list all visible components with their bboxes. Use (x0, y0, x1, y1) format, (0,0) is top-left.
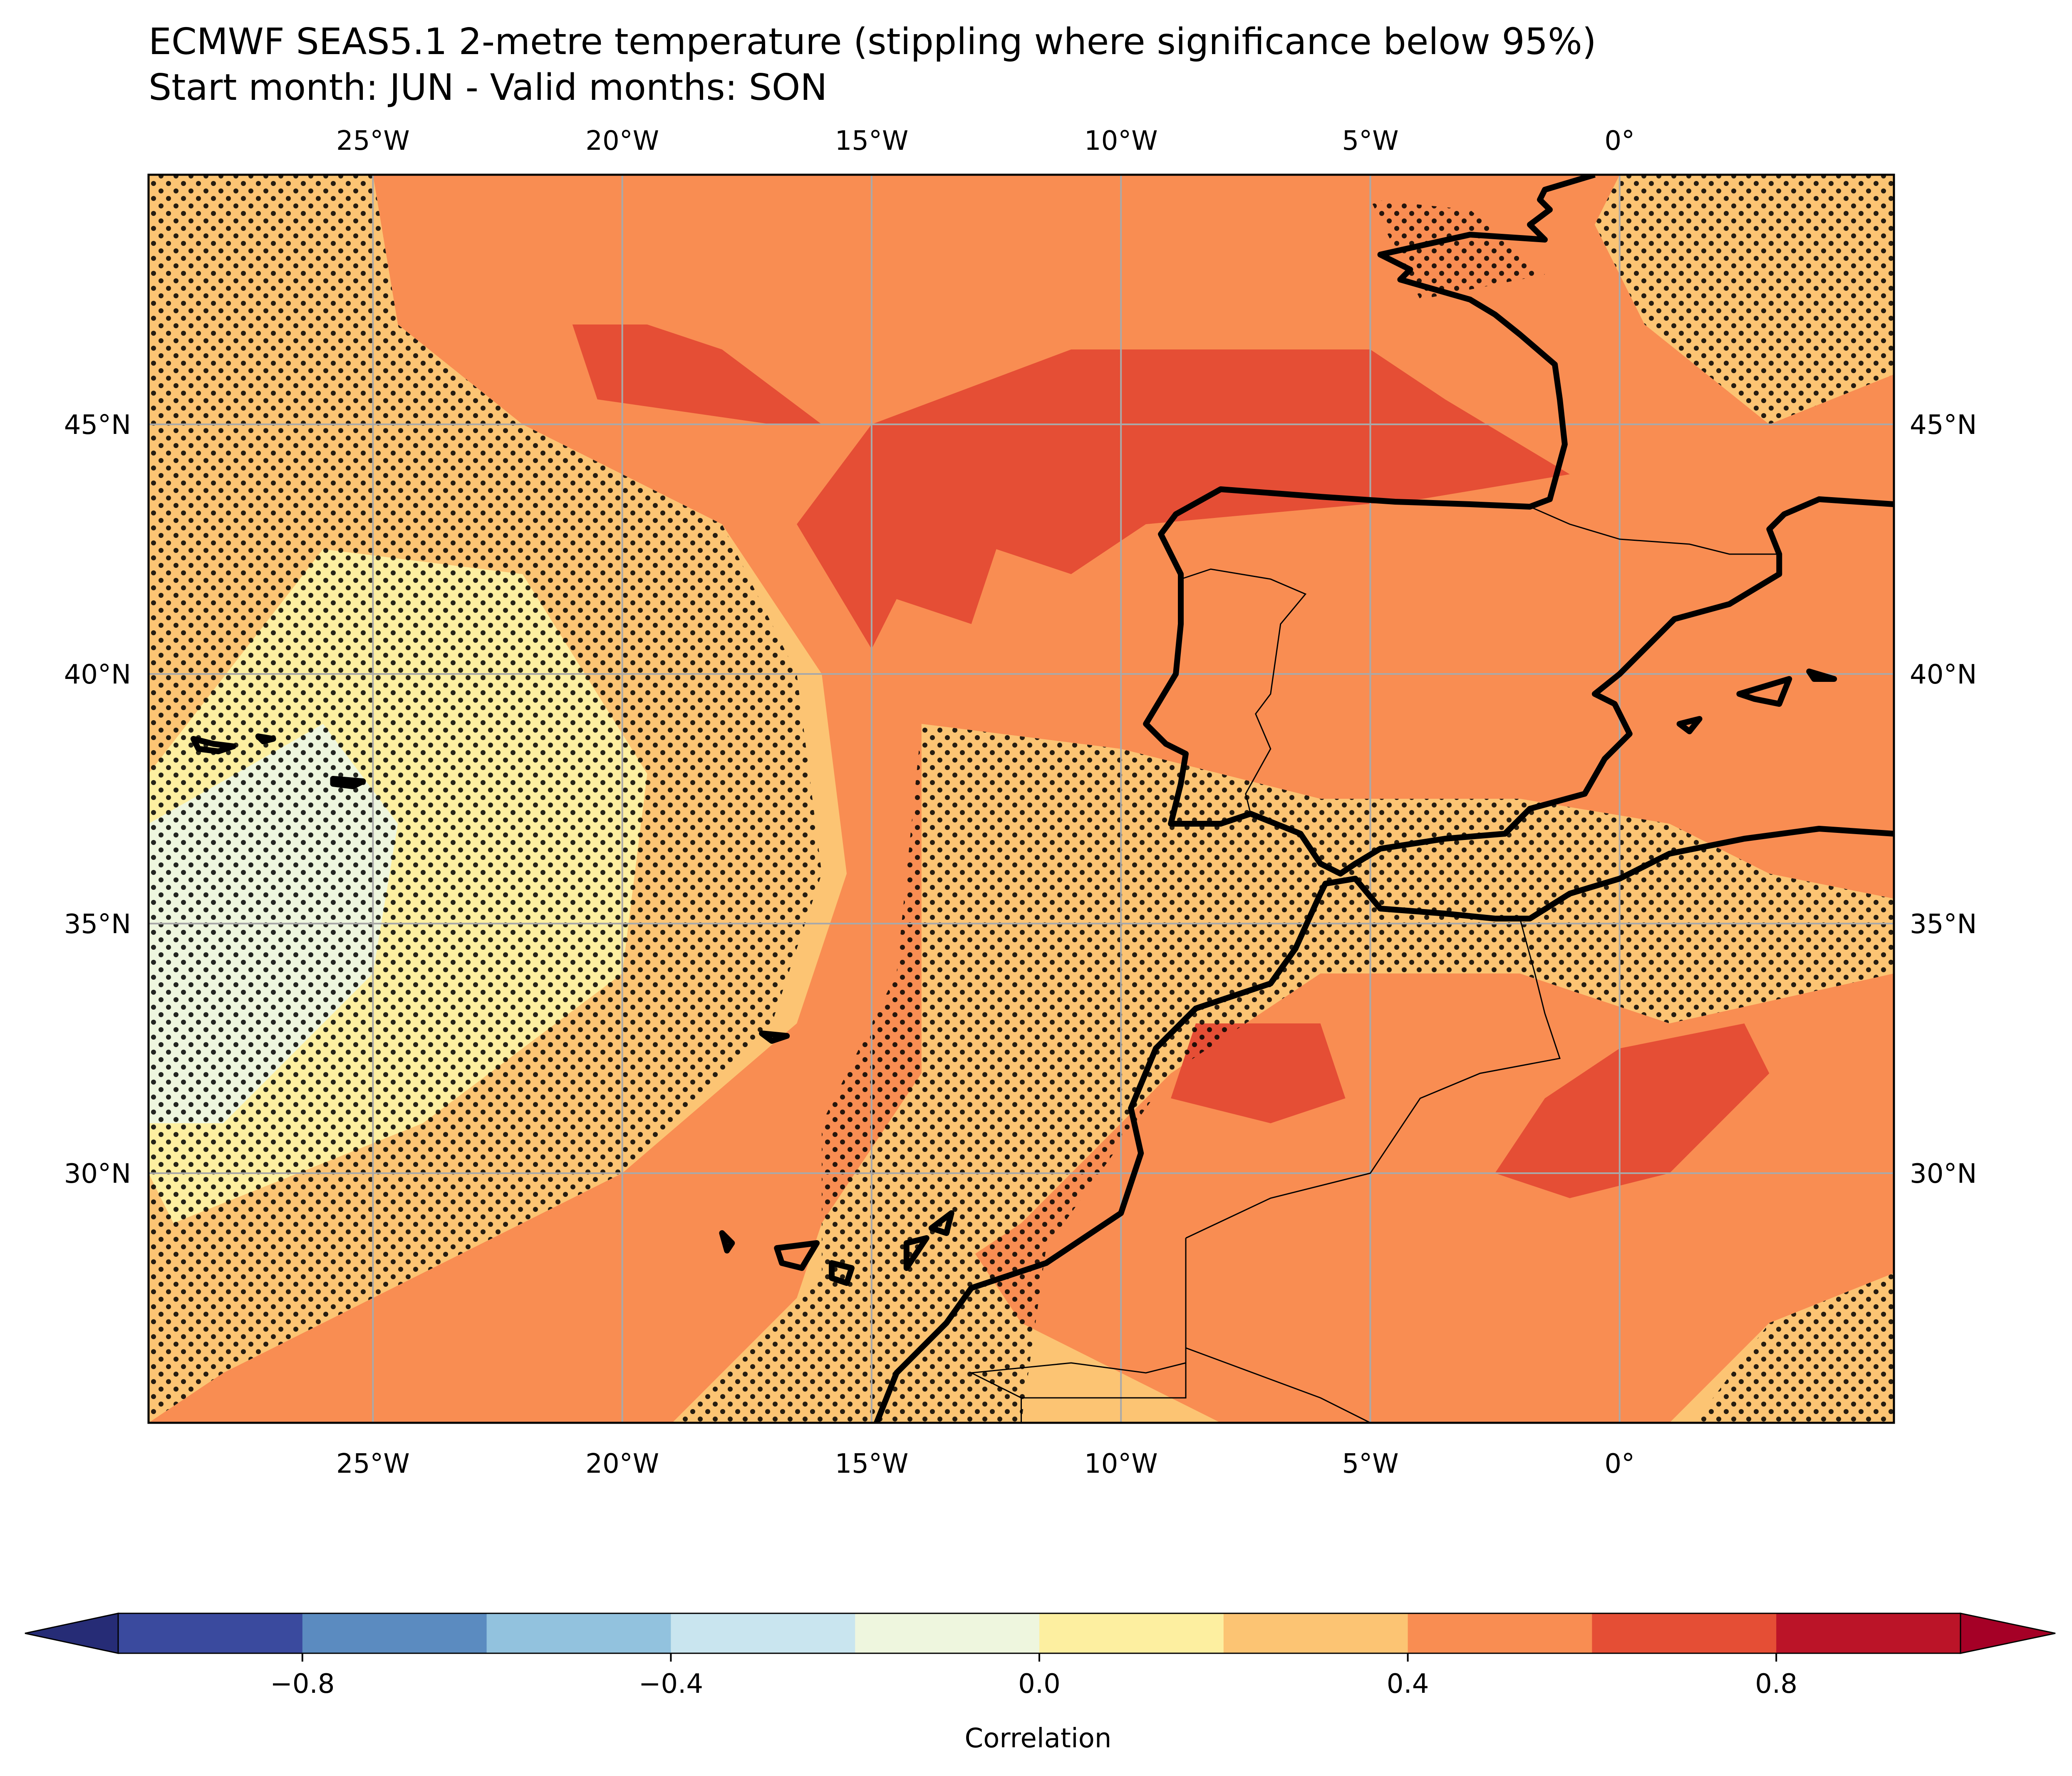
canary-island (928, 1210, 954, 1236)
lon-tick-top: 15°W (835, 126, 909, 156)
colorbar-tick-label: −0.8 (270, 1669, 335, 1699)
lon-tick-top: 0° (1604, 126, 1635, 156)
lat-tick-left: 35°N (64, 909, 131, 940)
lon-tick-bottom: 0° (1604, 1449, 1635, 1479)
colorbar-segment (302, 1613, 487, 1653)
border-line (1021, 1238, 1187, 1423)
azores-island (330, 776, 366, 789)
lon-tick-bottom: 20°W (585, 1449, 659, 1479)
latitude-ticks-right: 45°N 40°N 35°N 30°N (1910, 410, 1977, 1189)
country-borders (969, 506, 1780, 1423)
border-line (1180, 568, 1307, 814)
border-line (1529, 506, 1780, 555)
map-panel (149, 175, 1894, 1423)
colorbar-segment (855, 1613, 1040, 1653)
lat-tick-left: 45°N (64, 410, 131, 441)
colorbar-segment (1776, 1613, 1961, 1653)
colorbar-tick-label: 0.0 (1018, 1669, 1061, 1699)
lat-tick-left: 40°N (64, 659, 131, 690)
longitude-ticks-top: 25°W 20°W 15°W 10°W 5°W 0° (336, 126, 1635, 156)
field-region (1495, 1023, 1770, 1198)
canary-island (903, 1235, 929, 1271)
lat-tick-right: 45°N (1910, 410, 1977, 441)
canary-island (829, 1260, 855, 1286)
coastlines (190, 175, 1894, 1423)
field-region (572, 324, 822, 424)
colorbar-tick-label: 0.4 (1387, 1669, 1429, 1699)
azores-island (190, 736, 236, 754)
colorbar-segment (1408, 1613, 1592, 1653)
colorbar-segment (1592, 1613, 1777, 1653)
colorbar-segment (671, 1613, 855, 1653)
border-line (1185, 918, 1561, 1239)
lat-tick-right: 40°N (1910, 659, 1977, 690)
stippling-area (1694, 1273, 1894, 1423)
stippling-area (1370, 200, 1545, 300)
lon-tick-top: 20°W (585, 126, 659, 156)
colorbar-segment (486, 1613, 671, 1653)
lat-tick-left: 30°N (64, 1159, 131, 1189)
azores-island (255, 733, 276, 744)
border-line (1185, 1347, 1371, 1423)
colorbar-label: Correlation (965, 1723, 1112, 1754)
lat-tick-right: 35°N (1910, 909, 1977, 940)
colorbar-segment (1223, 1613, 1408, 1653)
colorbar-tick-label: −0.4 (639, 1669, 703, 1699)
colorbar: −0.8 −0.4 0.0 0.4 0.8 (25, 1613, 2056, 1699)
canary-island (774, 1240, 820, 1271)
coastline-europe (1143, 175, 1894, 877)
longitude-ticks-bottom: 25°W 20°W 15°W 10°W 5°W 0° (336, 1449, 1635, 1479)
balearic-island (1676, 716, 1703, 734)
border-line (969, 1362, 1186, 1399)
balearic-island (1736, 676, 1792, 707)
stippling-layer (149, 175, 1894, 1423)
lon-tick-bottom: 5°W (1342, 1449, 1399, 1479)
colorbar-segment (1039, 1613, 1224, 1653)
field-region (1171, 1023, 1346, 1123)
map-frame (147, 173, 1895, 1424)
colorbar-segment (118, 1613, 303, 1653)
lon-tick-bottom: 15°W (835, 1449, 909, 1479)
colorbar-tick-label: 0.8 (1755, 1669, 1797, 1699)
lon-tick-bottom: 25°W (336, 1449, 410, 1479)
colorbar-extend-max (1960, 1613, 2056, 1654)
stippling-area (672, 724, 1894, 1423)
lon-tick-top: 25°W (336, 126, 410, 156)
lon-tick-top: 10°W (1084, 126, 1158, 156)
lat-tick-right: 30°N (1910, 1159, 1977, 1189)
balearic-island (1806, 669, 1837, 682)
latitude-ticks-left: 45°N 40°N 35°N 30°N (64, 410, 131, 1189)
lon-tick-bottom: 10°W (1084, 1449, 1158, 1479)
stippling-area (149, 175, 822, 1423)
gridlines (149, 175, 1894, 1423)
title-line-2: Start month: JUN - Valid months: SON (149, 66, 827, 109)
lon-tick-top: 5°W (1342, 126, 1399, 156)
canary-island (719, 1230, 735, 1253)
colorbar-extend-min (25, 1613, 119, 1654)
title-line-1: ECMWF SEAS5.1 2-metre temperature (stipp… (149, 20, 1596, 63)
coastline-africa (874, 826, 1894, 1423)
madeira-island (759, 1030, 790, 1044)
stippling-area (1594, 175, 1894, 424)
